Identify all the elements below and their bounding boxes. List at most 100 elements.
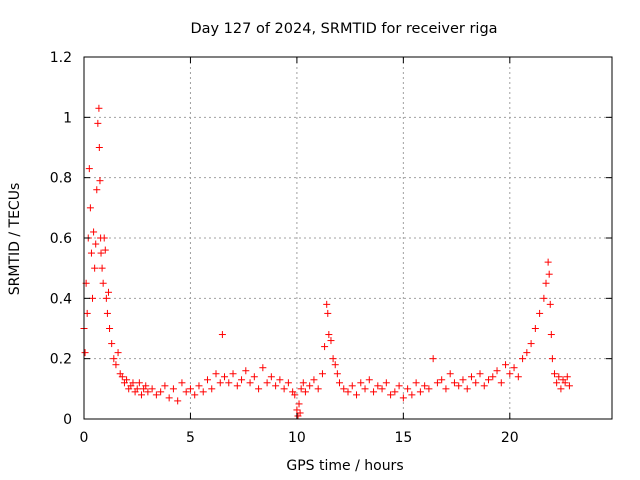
data-point (361, 385, 369, 393)
data-point (318, 370, 326, 378)
data-point (438, 376, 446, 384)
data-point (425, 385, 433, 393)
data-point (412, 379, 420, 387)
data-point (238, 376, 246, 384)
data-point (186, 385, 194, 393)
y-tick-label: 0.6 (50, 231, 72, 247)
data-point (353, 391, 361, 399)
data-point (101, 246, 109, 254)
data-point (542, 279, 550, 287)
x-tick-label: 10 (288, 430, 306, 446)
data-points (80, 104, 573, 420)
data-point (536, 309, 544, 317)
data-point (463, 385, 471, 393)
data-point (91, 264, 99, 272)
data-point (442, 385, 450, 393)
data-point (433, 379, 441, 387)
x-axis-label: GPS time / hours (286, 458, 403, 474)
chart-title: Day 127 of 2024, SRMTID for receiver rig… (190, 21, 497, 37)
data-point (557, 385, 565, 393)
data-point (123, 376, 131, 384)
data-point (297, 385, 305, 393)
data-point (169, 385, 177, 393)
data-point (531, 325, 539, 332)
data-point (93, 186, 101, 194)
data-point (335, 379, 343, 387)
data-point (547, 331, 555, 339)
data-point (291, 391, 299, 399)
data-point (129, 379, 137, 387)
data-point (280, 385, 288, 393)
data-point (255, 385, 263, 393)
data-point (242, 367, 250, 375)
data-point (118, 373, 126, 381)
y-tick-label: 0.4 (50, 291, 72, 307)
data-point (208, 385, 216, 393)
data-point (250, 373, 258, 381)
data-point (195, 382, 203, 390)
data-point (112, 361, 120, 369)
y-tick-label: 0.8 (50, 171, 72, 187)
data-point (108, 340, 116, 348)
data-point (472, 379, 480, 387)
data-point (348, 382, 356, 390)
data-point (301, 388, 309, 396)
data-point (527, 340, 535, 348)
data-point (416, 388, 424, 396)
data-point (399, 394, 407, 402)
grid-lines (84, 57, 612, 419)
data-point (387, 391, 395, 399)
y-tick-label: 1.2 (50, 50, 72, 66)
data-point (85, 165, 93, 173)
data-point (553, 379, 561, 387)
data-point (182, 388, 190, 396)
y-axis-label: SRMTID / TECUs (7, 183, 23, 296)
data-point (374, 382, 382, 390)
data-point (212, 370, 220, 378)
x-tick-label: 20 (501, 430, 519, 446)
data-point (114, 349, 122, 357)
data-point (540, 294, 548, 302)
x-tick-label: 15 (394, 430, 412, 446)
data-point (89, 294, 97, 302)
data-point (94, 119, 102, 127)
data-point (267, 373, 275, 381)
data-point (90, 228, 98, 236)
data-point (446, 370, 454, 378)
data-point (152, 391, 160, 399)
data-point (161, 382, 169, 390)
tick-labels: 0 5 10 15 20 0 0.2 0.4 0.6 0.8 1 1.2 (50, 50, 519, 446)
data-point (523, 349, 531, 357)
data-point (476, 370, 484, 378)
data-point (324, 309, 332, 317)
data-point (86, 204, 94, 212)
data-point (429, 355, 437, 363)
data-point (142, 382, 150, 390)
data-point (551, 370, 559, 378)
data-point (545, 270, 553, 278)
data-point (165, 394, 173, 402)
data-point (263, 379, 271, 387)
data-point (133, 385, 141, 393)
data-point (548, 355, 556, 363)
data-point (137, 391, 145, 399)
data-point (485, 376, 493, 384)
data-point (191, 391, 199, 399)
data-point (370, 388, 378, 396)
data-point (174, 397, 182, 405)
data-point (83, 309, 91, 317)
data-point (218, 331, 226, 339)
x-tick-label: 5 (186, 430, 195, 446)
data-point (216, 379, 224, 387)
data-point (157, 388, 165, 396)
data-point (295, 400, 303, 408)
data-point (357, 379, 365, 387)
data-point (459, 376, 467, 384)
data-point (331, 361, 339, 369)
data-point (135, 379, 143, 387)
data-point (325, 331, 333, 339)
data-point (99, 279, 107, 287)
data-point (510, 364, 518, 372)
data-point (544, 258, 552, 266)
